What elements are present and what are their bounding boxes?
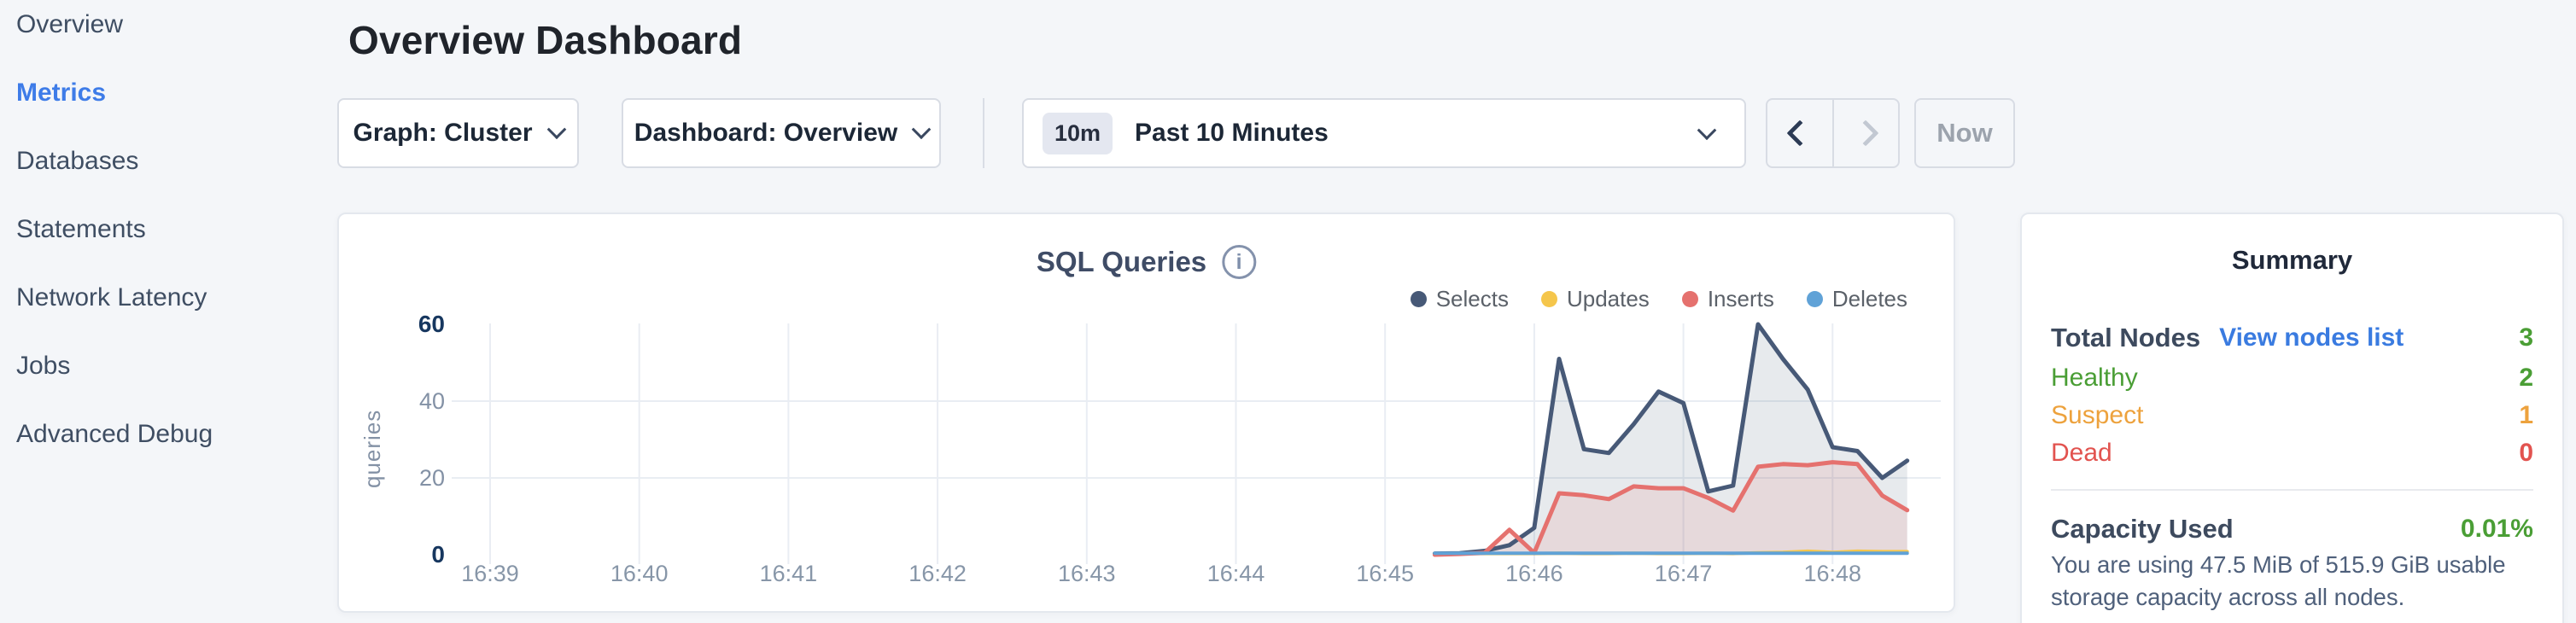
legend-label: Deletes: [1831, 285, 1907, 312]
dead-value: 0: [2519, 439, 2533, 467]
dead-nodes-row: Dead 0: [2051, 438, 2533, 469]
dashboard-dropdown-label: Dashboard: Overview: [634, 119, 898, 147]
y-axis-tick-label: 0: [431, 541, 445, 568]
page-title: Overview Dashboard: [348, 18, 743, 62]
summary-divider: [2051, 489, 2533, 491]
now-button-label: Now: [1936, 118, 1993, 148]
time-step-back-button[interactable]: [1767, 100, 1832, 166]
sql-queries-chart-card: SQL Queries i Selects Updates Inserts Delet…: [337, 213, 1955, 613]
total-nodes-value: 3: [2519, 323, 2533, 352]
y-axis-tick-label: 60: [418, 311, 445, 337]
healthy-nodes-row: Healthy 2: [2051, 363, 2533, 393]
suspect-value: 1: [2519, 401, 2533, 429]
y-axis-tick-label: 20: [418, 465, 445, 491]
legend-dot: [1540, 290, 1557, 307]
sidebar-item-label: Jobs: [16, 352, 71, 380]
x-tick-label: 16:44: [1206, 561, 1265, 586]
sidebar: Overview Metrics Databases Statements Ne…: [0, 0, 337, 623]
legend-item-selects[interactable]: Selects: [1410, 285, 1509, 312]
legend-label: Selects: [1435, 285, 1509, 312]
chart-legend: Selects Updates Inserts Deletes: [1410, 285, 1907, 312]
series-line-inserts: [1432, 460, 1910, 557]
y-axis-tick-label: 40: [418, 388, 445, 414]
sidebar-item-metrics[interactable]: Metrics: [16, 79, 337, 107]
capacity-used-value: 0.01%: [2460, 515, 2533, 543]
info-icon-glyph: i: [1235, 249, 1242, 274]
x-tick-label: 16:42: [908, 561, 967, 586]
summary-title: Summary: [2231, 245, 2353, 275]
chevron-down-icon: [911, 119, 932, 140]
toolbar-divider: [983, 98, 984, 168]
legend-item-inserts[interactable]: Inserts: [1681, 285, 1774, 312]
total-nodes-label: Total Nodes: [2051, 323, 2201, 352]
series-area-inserts: [1434, 462, 1907, 555]
sql-queries-plot[interactable]: [339, 214, 1957, 614]
x-tick-label: 16:39: [461, 561, 519, 586]
sidebar-item-label: Metrics: [16, 79, 107, 107]
dashboard-dropdown[interactable]: Dashboard: Overview: [622, 98, 941, 168]
chevron-down-icon: [546, 119, 566, 140]
legend-dot: [1681, 290, 1698, 307]
sidebar-item-overview[interactable]: Overview: [16, 10, 337, 38]
chevron-right-icon: [1852, 119, 1879, 147]
capacity-description: You are using 47.5 MiB of 515.9 GiB usab…: [2051, 551, 2506, 610]
now-button[interactable]: Now: [1914, 98, 2015, 168]
x-tick-label: 16:40: [610, 561, 669, 586]
sidebar-item-advanced-debug[interactable]: Advanced Debug: [16, 420, 337, 448]
sidebar-item-databases[interactable]: Databases: [16, 147, 337, 175]
series-area-selects: [1434, 324, 1907, 555]
time-range-selector[interactable]: 10m Past 10 Minutes: [1022, 98, 1746, 168]
sidebar-item-label: Statements: [16, 215, 146, 243]
chart-title-row: SQL Queries i: [1036, 243, 1257, 281]
graph-scope-dropdown-label: Graph: Cluster: [353, 119, 533, 147]
legend-label: Inserts: [1707, 285, 1774, 312]
time-range-label: Past 10 Minutes: [1135, 119, 1329, 147]
x-tick-label: 16:48: [1803, 561, 1862, 586]
graph-scope-dropdown[interactable]: Graph: Cluster: [337, 98, 579, 168]
time-range-badge: 10m: [1043, 112, 1113, 154]
legend-item-deletes[interactable]: Deletes: [1806, 285, 1907, 312]
legend-dot: [1806, 290, 1823, 307]
legend-item-updates[interactable]: Updates: [1540, 285, 1650, 312]
series-line-selects: [1432, 322, 1910, 556]
total-nodes-row: Total Nodes View nodes list 3: [2051, 323, 2533, 353]
time-step-buttons: [1766, 98, 1900, 168]
x-tick-label: 16:47: [1654, 561, 1713, 586]
suspect-nodes-row: Suspect 1: [2051, 400, 2533, 431]
sidebar-item-statements[interactable]: Statements: [16, 215, 337, 243]
time-step-forward-button[interactable]: [1831, 100, 1899, 166]
healthy-value: 2: [2519, 364, 2533, 392]
sidebar-item-label: Network Latency: [16, 283, 207, 312]
chart-title: SQL Queries: [1036, 246, 1207, 277]
dead-label: Dead: [2051, 439, 2112, 467]
capacity-used-row: Capacity Used 0.01%: [2051, 514, 2533, 544]
chevron-down-icon: [1697, 120, 1717, 141]
chevron-left-icon: [1786, 119, 1814, 147]
sidebar-item-label: Databases: [16, 147, 139, 175]
x-tick-label: 16:45: [1356, 561, 1414, 586]
x-tick-label: 16:46: [1505, 561, 1563, 586]
suspect-label: Suspect: [2051, 401, 2144, 429]
sidebar-item-jobs[interactable]: Jobs: [16, 352, 337, 380]
x-tick-label: 16:43: [1058, 561, 1116, 586]
sidebar-item-label: Advanced Debug: [16, 420, 213, 448]
view-nodes-list-link[interactable]: View nodes list: [2219, 323, 2404, 352]
healthy-label: Healthy: [2051, 364, 2138, 392]
legend-label: Updates: [1566, 285, 1650, 312]
sidebar-item-network-latency[interactable]: Network Latency: [16, 283, 337, 312]
summary-card: Summary Total Nodes View nodes list 3 He…: [2020, 213, 2564, 623]
legend-dot: [1410, 290, 1427, 307]
sidebar-item-label: Overview: [16, 10, 124, 38]
capacity-used-label: Capacity Used: [2051, 514, 2234, 544]
x-tick-label: 16:41: [759, 561, 818, 586]
info-icon[interactable]: i: [1222, 245, 1257, 279]
